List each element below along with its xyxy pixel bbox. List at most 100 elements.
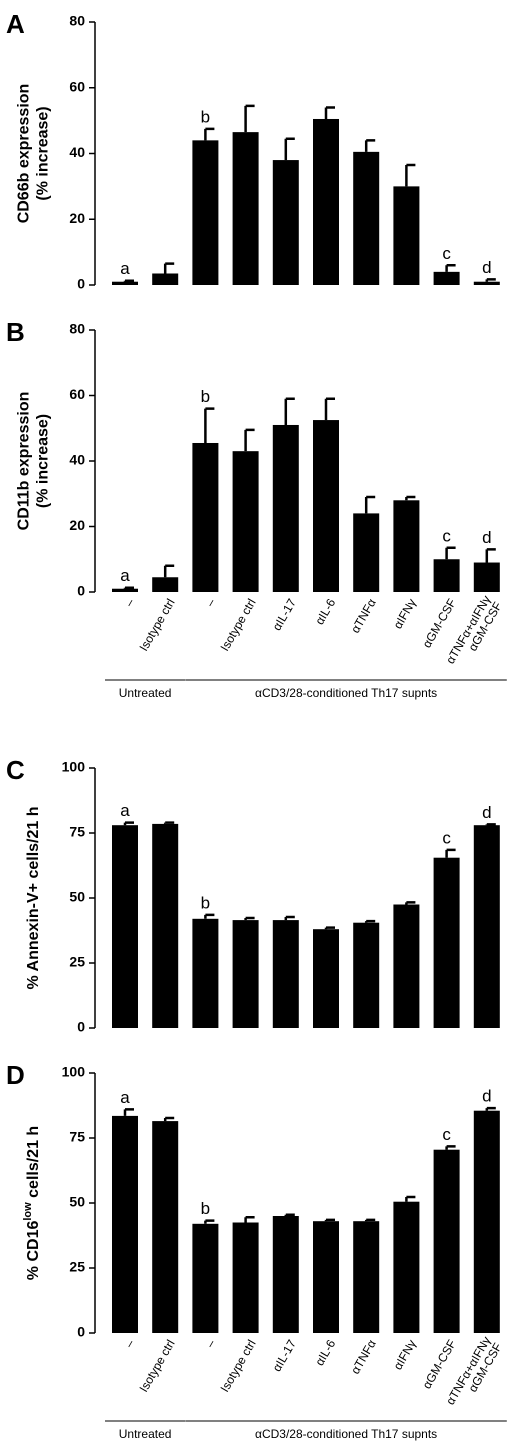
bar <box>313 929 339 1028</box>
bar <box>232 132 259 285</box>
error-bar <box>364 139 376 152</box>
error-bar <box>485 823 496 826</box>
y-axis-label: % CD16low cells/21 h <box>22 1126 42 1280</box>
bar <box>393 500 420 592</box>
error-bar <box>485 1106 496 1111</box>
bar <box>473 562 500 592</box>
error-bar <box>445 546 456 560</box>
group-label: αCD3/28-conditioned Th17 supnts <box>255 1427 438 1441</box>
y-axis-label-suffix: cells/21 h <box>25 1126 42 1203</box>
significance-letter: d <box>482 258 491 277</box>
significance-letter: a <box>120 259 130 278</box>
y-axis-label: % Annexin-V+ cells/21 h <box>25 806 42 989</box>
group-label: αCD3/28-conditioned Th17 supnts <box>255 686 438 700</box>
bar <box>112 1115 138 1333</box>
bar <box>192 442 219 592</box>
significance-letter: c <box>442 526 451 545</box>
y-tick-label: 40 <box>69 452 85 468</box>
bar <box>353 513 380 592</box>
bar <box>152 1121 179 1333</box>
bar <box>192 1223 219 1333</box>
significance-letter: b <box>201 893 210 912</box>
error-bar <box>284 137 295 161</box>
y-tick-label: 80 <box>69 321 85 337</box>
y-tick-label: 25 <box>69 954 85 970</box>
error-bar <box>244 916 255 921</box>
y-tick-label: 0 <box>77 583 85 599</box>
significance-letter: a <box>120 566 130 585</box>
y-tick-label: 20 <box>69 210 85 226</box>
bar <box>393 904 420 1028</box>
error-bar <box>163 1116 175 1122</box>
bar <box>152 273 179 285</box>
error-bar <box>123 821 134 826</box>
y-tick-label: 0 <box>77 276 85 292</box>
y-tick-label: 20 <box>69 517 85 533</box>
error-bar <box>405 901 416 905</box>
bar <box>433 1149 460 1333</box>
error-bar <box>204 407 215 443</box>
bar <box>433 559 460 592</box>
y-tick-label: 50 <box>69 889 85 905</box>
bar <box>152 823 179 1028</box>
error-bar <box>244 104 255 133</box>
error-bar <box>284 915 295 921</box>
bar <box>393 1201 420 1333</box>
error-bar <box>284 397 295 425</box>
y-axis-label: (% increase) <box>35 106 52 200</box>
bar <box>232 920 259 1028</box>
error-bar <box>324 106 335 119</box>
error-bar <box>445 848 456 858</box>
significance-letter: c <box>442 1125 451 1144</box>
y-axis-label: CD11b expression <box>16 392 33 531</box>
bar <box>313 1221 339 1333</box>
bar <box>272 160 299 285</box>
bar <box>353 922 380 1028</box>
bar <box>232 451 259 592</box>
error-bar <box>445 264 456 272</box>
error-bar <box>163 564 175 578</box>
error-bar <box>485 548 496 563</box>
significance-letter: b <box>201 387 210 406</box>
significance-letter: d <box>482 528 491 547</box>
bar <box>232 1222 259 1333</box>
error-bar <box>405 163 416 187</box>
error-bar <box>324 926 335 930</box>
error-bar <box>204 913 215 919</box>
y-tick-label: 60 <box>69 78 85 94</box>
bar <box>473 281 500 285</box>
error-bar <box>324 397 335 421</box>
error-bar <box>123 586 134 589</box>
significance-letter: c <box>442 828 451 847</box>
bar <box>473 825 500 1028</box>
panel-letter: B <box>6 317 25 347</box>
error-bar <box>244 1216 255 1223</box>
error-bar <box>405 495 416 501</box>
bar <box>433 857 460 1028</box>
error-bar <box>405 1195 416 1202</box>
y-tick-label: 100 <box>62 1064 86 1080</box>
y-axis-label-text: % CD16 <box>25 1221 42 1281</box>
error-bar <box>204 1219 215 1224</box>
error-bar <box>364 919 376 923</box>
y-tick-label: 0 <box>77 1324 85 1340</box>
bar <box>272 920 299 1028</box>
panel-letter: D <box>6 1060 25 1090</box>
y-axis-label: (% increase) <box>35 414 52 508</box>
error-bar <box>284 1213 295 1216</box>
significance-letter: a <box>120 1088 130 1107</box>
y-tick-label: 25 <box>69 1259 85 1275</box>
error-bar <box>123 279 134 282</box>
error-bar <box>204 127 215 141</box>
group-label: Untreated <box>118 686 172 700</box>
bar <box>192 140 219 285</box>
bar <box>272 424 299 592</box>
y-tick-label: 40 <box>69 144 85 160</box>
y-axis-label: CD66b expression <box>16 84 33 224</box>
bar <box>473 1110 500 1333</box>
bar <box>112 825 138 1028</box>
y-tick-label: 75 <box>69 824 85 840</box>
bar <box>192 918 219 1028</box>
y-tick-label: 100 <box>62 759 86 775</box>
